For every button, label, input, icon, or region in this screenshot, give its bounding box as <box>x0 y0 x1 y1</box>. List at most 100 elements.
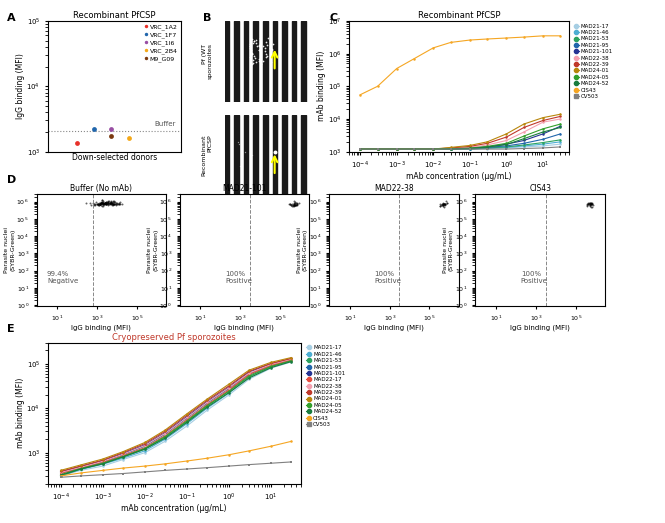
Title: Recombinant PfCSP: Recombinant PfCSP <box>73 11 156 20</box>
Point <box>96 199 106 208</box>
Point <box>106 200 116 209</box>
Point <box>437 201 448 210</box>
Point <box>114 200 125 208</box>
Point <box>92 201 103 209</box>
Bar <box>273 115 277 196</box>
Point <box>585 199 595 208</box>
Point <box>289 201 300 209</box>
Point <box>254 46 265 54</box>
Point <box>245 46 256 54</box>
Point <box>438 201 448 210</box>
Point <box>114 199 124 208</box>
Point <box>124 134 134 142</box>
Point <box>265 36 275 44</box>
Point <box>262 51 273 60</box>
Point <box>88 201 99 210</box>
Point <box>247 50 257 58</box>
Point <box>253 56 264 65</box>
Point <box>254 41 265 49</box>
Point <box>102 197 113 206</box>
Point <box>285 200 295 208</box>
Point <box>102 200 112 209</box>
Point <box>104 199 115 207</box>
X-axis label: Down-selected donors: Down-selected donors <box>72 153 157 162</box>
Point <box>114 199 124 207</box>
Point <box>106 199 116 208</box>
Point <box>284 200 295 209</box>
Text: E: E <box>7 324 14 334</box>
X-axis label: mAb concentration (μg/mL): mAb concentration (μg/mL) <box>122 504 227 513</box>
Point <box>435 201 446 210</box>
Point <box>247 56 258 64</box>
Point <box>103 198 114 206</box>
Point <box>88 199 99 208</box>
Bar <box>282 115 287 196</box>
Point <box>97 196 108 204</box>
Bar <box>292 115 297 196</box>
Point <box>291 201 302 209</box>
Point <box>95 199 106 208</box>
Point <box>292 199 303 208</box>
Point <box>265 45 276 53</box>
Title: MAD22-38: MAD22-38 <box>374 184 414 193</box>
Bar <box>292 21 297 102</box>
Point <box>436 201 447 209</box>
Point <box>104 199 115 207</box>
Point <box>439 199 450 208</box>
Point <box>266 51 277 60</box>
Point <box>290 201 301 209</box>
Point <box>247 49 257 58</box>
Point <box>290 198 301 207</box>
Point <box>286 200 297 209</box>
Point <box>92 199 103 208</box>
Point <box>245 40 255 49</box>
Point <box>97 200 108 208</box>
Point <box>585 201 595 209</box>
Point <box>106 132 117 140</box>
Point <box>258 57 269 65</box>
Point <box>104 199 115 207</box>
Point <box>106 199 116 207</box>
Point <box>94 201 104 209</box>
Point <box>287 200 297 208</box>
Text: Recombinant
PfCSP: Recombinant PfCSP <box>201 135 212 176</box>
Point <box>111 200 122 208</box>
Point <box>95 200 106 208</box>
Point <box>92 199 103 208</box>
Point <box>584 198 595 207</box>
Point <box>109 200 120 208</box>
Point <box>113 200 124 208</box>
Point <box>248 37 259 45</box>
Point <box>247 35 258 43</box>
Y-axis label: Parasite nuclei
(SYBR-Green): Parasite nuclei (SYBR-Green) <box>4 227 15 272</box>
Title: MAD21-101: MAD21-101 <box>222 184 267 193</box>
Bar <box>234 115 239 196</box>
Point <box>98 198 108 207</box>
Point <box>240 148 251 156</box>
Point <box>102 200 113 209</box>
Point <box>97 199 108 208</box>
Title: Buffer (No mAb): Buffer (No mAb) <box>70 184 132 193</box>
Point <box>116 199 127 208</box>
Point <box>253 46 264 54</box>
Point <box>100 199 110 208</box>
Point <box>106 125 117 133</box>
Point <box>585 201 595 209</box>
Point <box>98 200 108 208</box>
Point <box>286 201 297 209</box>
Point <box>106 199 116 207</box>
Point <box>108 197 118 206</box>
Point <box>289 201 299 209</box>
Point <box>99 199 110 207</box>
Point <box>97 199 108 207</box>
Point <box>108 198 119 207</box>
Point <box>109 200 120 208</box>
Point <box>440 200 450 208</box>
Y-axis label: mAb binding (MFI): mAb binding (MFI) <box>16 378 25 448</box>
Point <box>247 151 257 159</box>
Point <box>103 199 114 208</box>
Point <box>251 58 262 66</box>
Point <box>102 198 112 206</box>
Point <box>81 199 92 207</box>
Legend: MAD21-17, MAD21-46, MAD21-53, MAD21-95, MAD21-101, MAD22-38, MAD22-39, MAD24-01,: MAD21-17, MAD21-46, MAD21-53, MAD21-95, … <box>573 24 613 99</box>
